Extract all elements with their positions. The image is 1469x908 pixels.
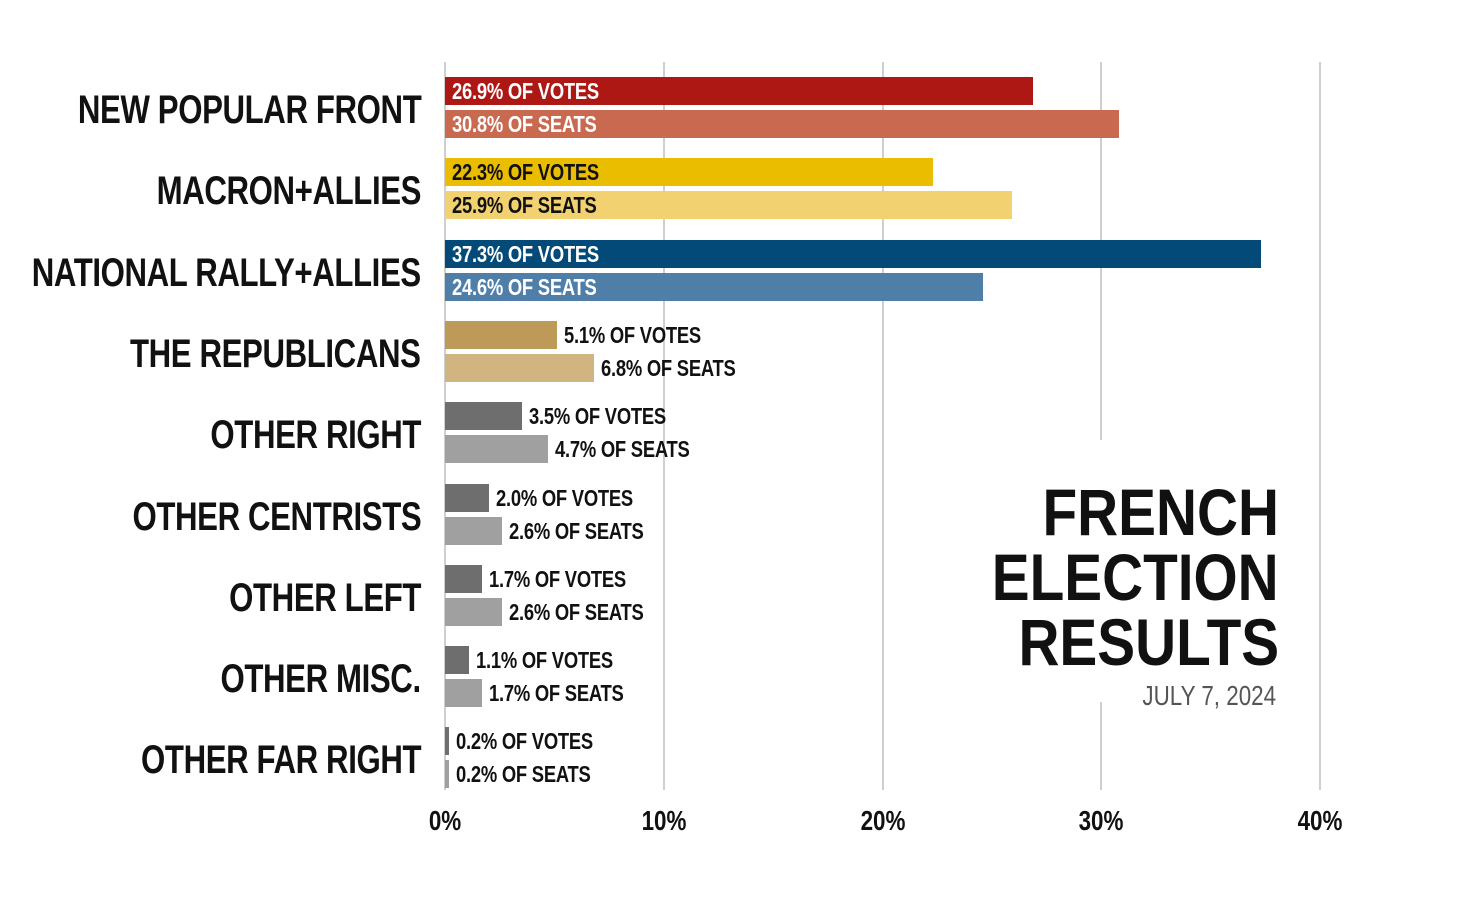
- seats-bar: [445, 435, 548, 464]
- votes-bar: [445, 320, 557, 349]
- chart-title-line-3: RESULTS: [1018, 605, 1279, 679]
- seats-data-label: 4.7% OF SEATS: [554, 436, 690, 463]
- category-label: OTHER LEFT: [229, 575, 421, 620]
- seats-bar: [445, 191, 1012, 220]
- seats-data-label: 6.8% OF SEATS: [600, 354, 736, 381]
- votes-bar: [445, 402, 522, 431]
- chart-title-line-2: ELECTION: [992, 540, 1279, 614]
- votes-bar: [445, 646, 470, 675]
- category-label: OTHER FAR RIGHT: [140, 738, 422, 783]
- x-tick-label: 0%: [428, 805, 462, 836]
- category-label: OTHER RIGHT: [210, 413, 421, 458]
- seats-bar: [445, 679, 483, 708]
- votes-data-label: 0.2% OF VOTES: [456, 728, 594, 755]
- votes-bar: [445, 77, 1034, 105]
- votes-bar: [445, 564, 483, 593]
- seats-bar: [445, 760, 450, 789]
- gridline: [1100, 62, 1103, 790]
- votes-data-label: 3.5% OF VOTES: [528, 403, 666, 430]
- seats-bar: [445, 110, 1119, 138]
- seats-data-label: 0.2% OF SEATS: [456, 761, 591, 788]
- votes-data-label: 1.1% OF VOTES: [476, 647, 614, 674]
- gridline: [881, 62, 884, 790]
- seats-bar: [445, 597, 502, 626]
- votes-bar: [445, 727, 450, 756]
- seats-data-label: 2.6% OF SEATS: [508, 598, 644, 625]
- votes-data-label: 1.7% OF VOTES: [489, 565, 627, 592]
- votes-bar: [445, 158, 933, 187]
- x-tick-label: 30%: [1078, 805, 1124, 836]
- votes-data-label: 26.9% OF VOTES: [452, 78, 599, 104]
- category-label: MACRON+ALLIES: [156, 169, 422, 214]
- chart-subtitle: JULY 7, 2024: [1142, 680, 1276, 711]
- seats-data-label: 2.6% OF SEATS: [508, 517, 644, 544]
- title-box: [990, 440, 1290, 702]
- x-tick-label: 20%: [860, 805, 905, 836]
- seats-data-label: 1.7% OF SEATS: [489, 680, 624, 707]
- seats-data-label: 30.8% OF SEATS: [452, 111, 597, 137]
- x-tick-label: 40%: [1297, 805, 1343, 836]
- category-label: THE REPUBLICANS: [130, 331, 421, 376]
- x-tick-label: 10%: [641, 805, 687, 836]
- votes-data-label: 5.1% OF VOTES: [563, 321, 701, 348]
- chart-title-line-1: FRENCH: [1042, 475, 1280, 549]
- seats-data-label: 25.9% OF SEATS: [452, 192, 597, 219]
- category-label: OTHER MISC.: [220, 657, 422, 702]
- category-label: NATIONAL RALLY+ALLIES: [31, 250, 421, 295]
- seats-data-label: 24.6% OF SEATS: [452, 273, 597, 300]
- votes-data-label: 22.3% OF VOTES: [452, 159, 599, 186]
- seats-bar: [445, 272, 984, 301]
- votes-data-label: 37.3% OF VOTES: [452, 240, 599, 267]
- category-label: OTHER CENTRISTS: [132, 494, 421, 539]
- votes-data-label: 2.0% OF VOTES: [495, 484, 633, 511]
- gridline: [662, 62, 665, 790]
- gridline: [1319, 62, 1321, 790]
- votes-bar: [445, 239, 1261, 268]
- seats-bar: [445, 353, 594, 382]
- category-label: NEW POPULAR FRONT: [77, 88, 422, 132]
- votes-bar: [445, 483, 489, 512]
- seats-bar: [445, 516, 502, 545]
